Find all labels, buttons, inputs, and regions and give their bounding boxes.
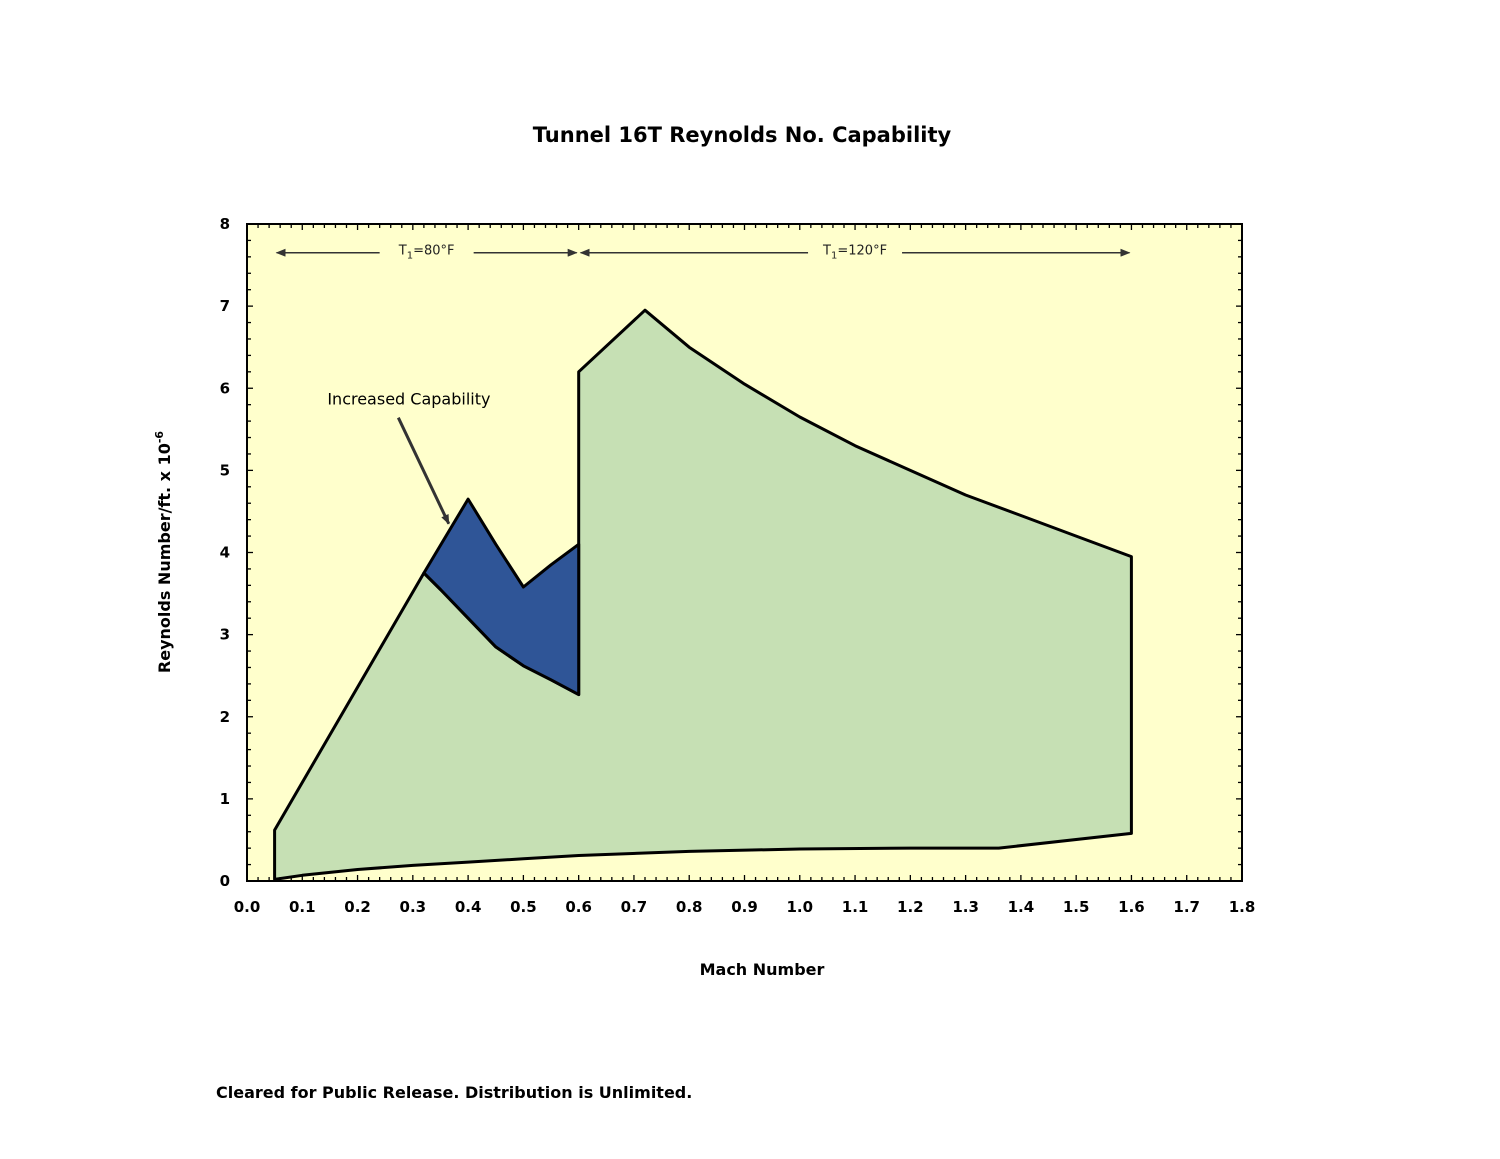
x-tick-label: 0.4 <box>455 898 482 916</box>
axis-ticks <box>246 223 1243 882</box>
y-tick-label: 8 <box>220 215 230 233</box>
y-tick-label: 0 <box>220 872 230 890</box>
x-tick-label: 0.5 <box>510 898 537 916</box>
annotation-arrow <box>396 417 451 525</box>
x-tick-label: 1.4 <box>1008 898 1035 916</box>
x-tick-label: 1.6 <box>1118 898 1145 916</box>
y-tick-label: 5 <box>220 461 230 479</box>
y-tick-label: 6 <box>220 379 230 397</box>
x-tick-label: 1.3 <box>952 898 979 916</box>
x-tick-label: 0.1 <box>289 898 316 916</box>
x-tick-label: 1.0 <box>786 898 813 916</box>
y-tick-label: 4 <box>220 544 230 562</box>
x-tick-label: 1.8 <box>1229 898 1256 916</box>
x-tick-label: 0.8 <box>676 898 703 916</box>
y-tick-label: 2 <box>220 708 230 726</box>
x-tick-label: 0.0 <box>234 898 261 916</box>
range-label: T1=120°F <box>822 244 887 262</box>
x-tick-label: 0.7 <box>621 898 648 916</box>
capability-regions <box>273 308 1133 881</box>
x-tick-label: 0.9 <box>731 898 758 916</box>
y-axis-label-main: Reynolds Number/ft. x 10 <box>155 443 174 673</box>
footer-note: Cleared for Public Release. Distribution… <box>216 1083 693 1102</box>
x-tick-label: 0.2 <box>344 898 371 916</box>
range-label: T1=80°F <box>398 244 455 262</box>
y-tick-label: 1 <box>220 790 230 808</box>
y-tick-labels: 0 1 2 3 4 5 6 7 8 <box>220 215 230 890</box>
x-tick-label: 1.2 <box>897 898 924 916</box>
range-label-sub: 1 <box>407 251 413 262</box>
x-tick-label: 1.1 <box>842 898 869 916</box>
y-tick-label: 7 <box>220 297 230 315</box>
range-label-sub: 1 <box>831 251 837 262</box>
y-axis-label-exponent: -6 <box>153 431 166 444</box>
x-tick-label: 0.6 <box>565 898 592 916</box>
range-label-prefix: T <box>398 244 407 259</box>
annotation-text: Increased Capability <box>327 390 490 409</box>
x-tick-label: 1.7 <box>1173 898 1200 916</box>
range-label-suffix: =120°F <box>837 244 887 259</box>
x-tick-label: 1.5 <box>1063 898 1090 916</box>
range-label-prefix: T <box>822 244 831 259</box>
y-tick-label: 3 <box>220 626 230 644</box>
range-label-suffix: =80°F <box>413 244 454 259</box>
chart-title: Tunnel 16T Reynolds No. Capability <box>533 123 952 147</box>
y-axis-label: Reynolds Number/ft. x 10-6 <box>153 431 174 673</box>
x-tick-labels: 0.0 0.1 0.2 0.3 0.4 0.5 0.6 0.7 0.8 0.9 1.0 1.1 1.2 1… <box>234 898 1256 916</box>
x-tick-label: 0.3 <box>400 898 427 916</box>
x-axis-label: Mach Number <box>700 960 825 979</box>
increased-capability-region <box>422 497 581 697</box>
